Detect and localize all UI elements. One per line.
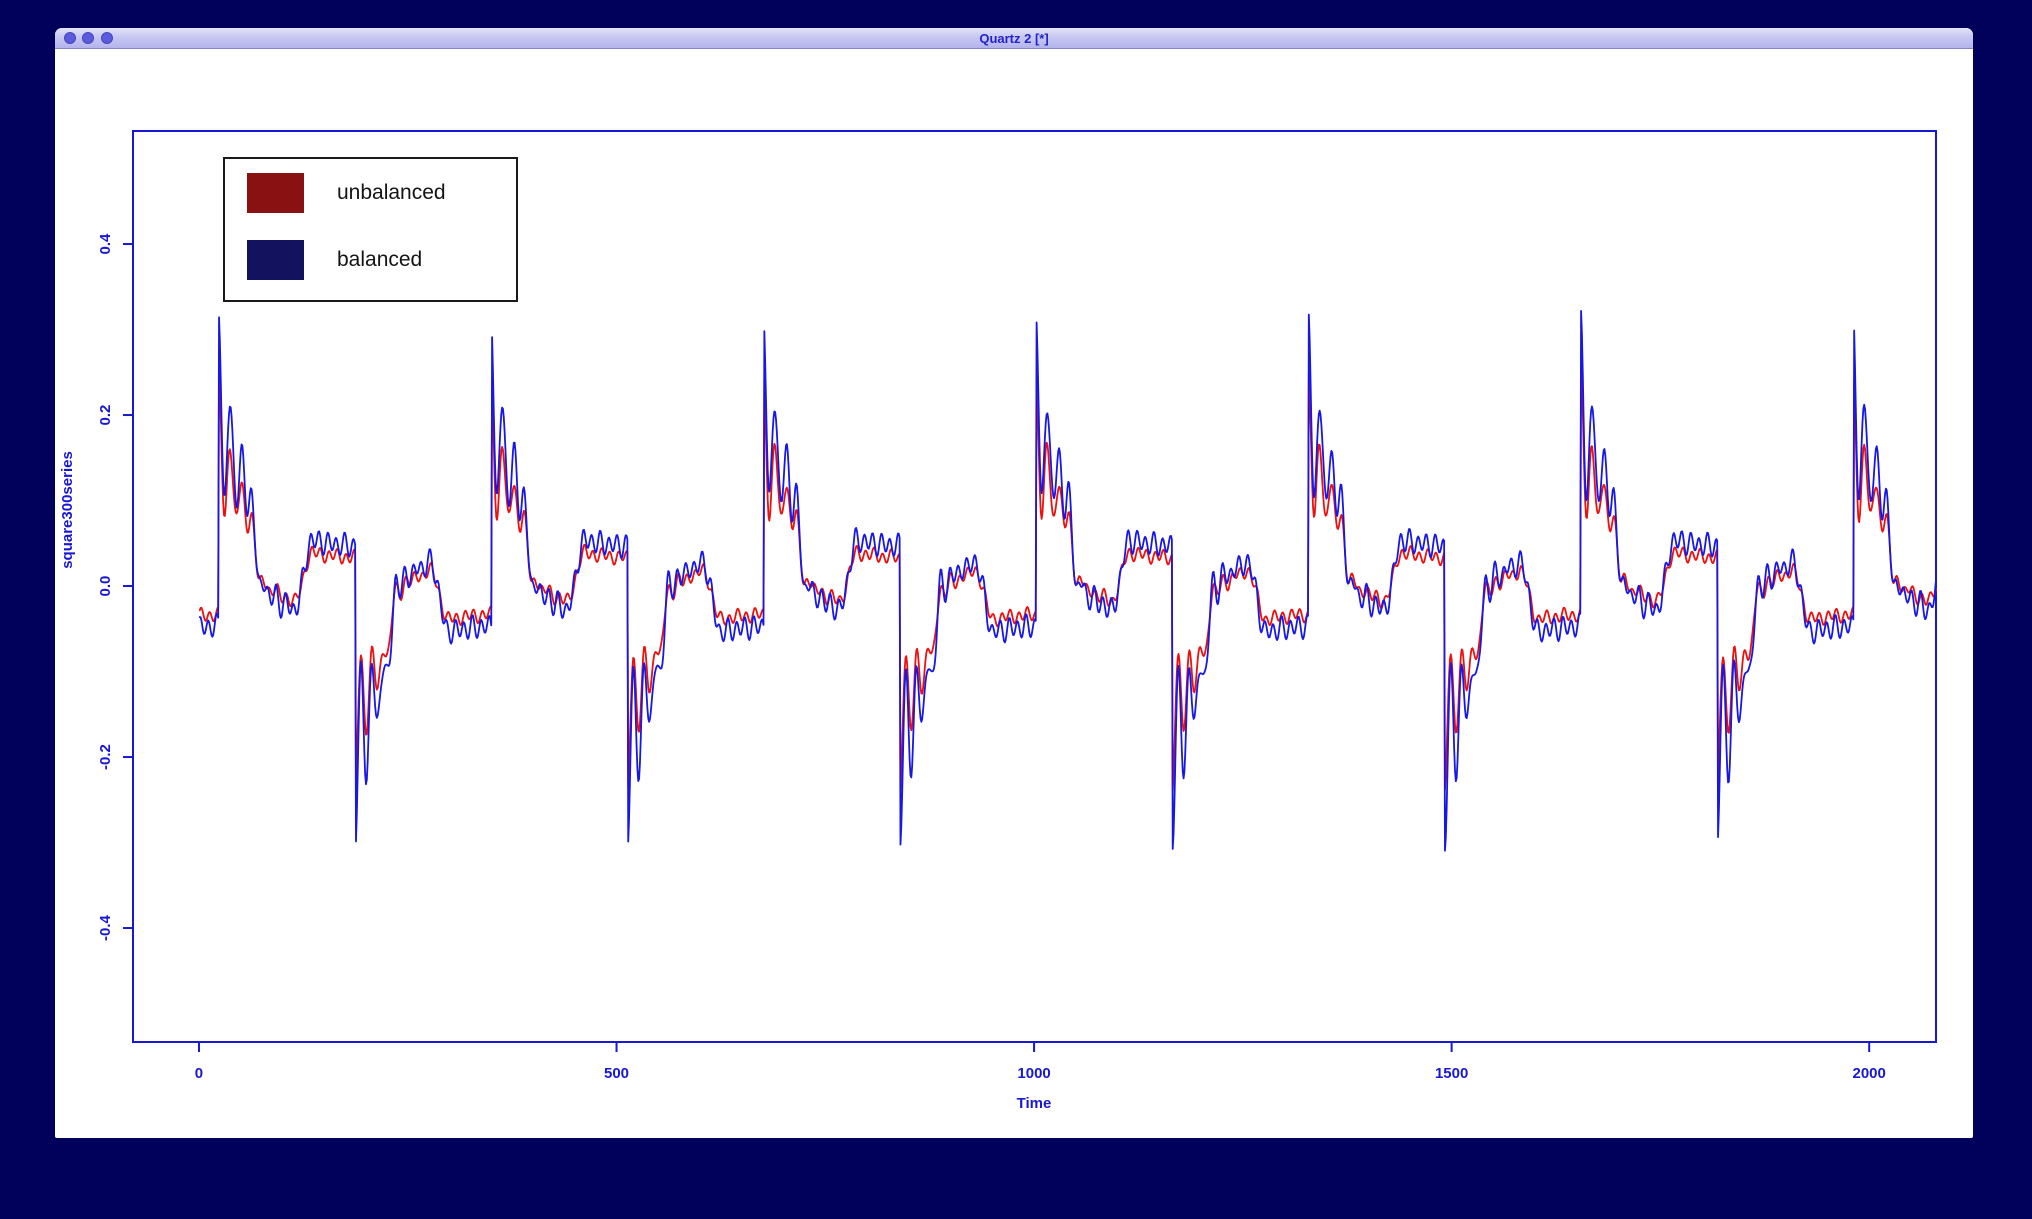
y-tick-label: 0.2	[97, 405, 114, 426]
titlebar[interactable]: Quartz 2 [*]	[55, 28, 1973, 49]
legend-swatch-balanced	[247, 240, 304, 280]
x-axis-label: Time	[1017, 1095, 1052, 1112]
legend: unbalanced balanced	[223, 157, 518, 302]
x-tick-label: 1500	[1435, 1065, 1468, 1082]
series-line-unbalanced	[198, 367, 1937, 792]
legend-swatch-unbalanced	[247, 173, 304, 213]
legend-label-unbalanced: unbalanced	[337, 181, 446, 204]
minimize-button[interactable]	[82, 32, 94, 44]
y-tick-label: -0.4	[97, 914, 114, 941]
x-tick-label: 0	[195, 1065, 203, 1082]
y-tick-label: 0.0	[97, 576, 114, 597]
y-tick-label: -0.2	[97, 744, 114, 770]
close-button[interactable]	[64, 32, 76, 44]
legend-row: unbalanced	[225, 173, 516, 213]
window-title: Quartz 2 [*]	[979, 31, 1049, 46]
y-tick-label: 0.4	[97, 233, 114, 255]
legend-label-balanced: balanced	[337, 248, 423, 271]
y-axis-label: square300series	[59, 451, 76, 569]
series-line-balanced	[198, 310, 1937, 852]
x-tick-label: 1000	[1017, 1065, 1050, 1082]
legend-row: balanced	[225, 240, 516, 280]
x-tick-label: 500	[604, 1065, 629, 1082]
zoom-button[interactable]	[101, 32, 113, 44]
x-tick-label: 2000	[1853, 1065, 1886, 1082]
